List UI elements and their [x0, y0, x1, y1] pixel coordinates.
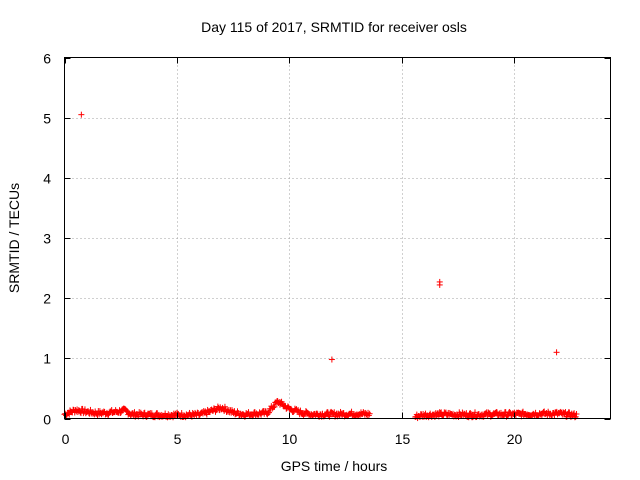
- baseline-point: [472, 409, 479, 416]
- baseline-point: [77, 409, 84, 416]
- baseline-point: [325, 412, 332, 419]
- y-tick-label: 3: [43, 231, 51, 247]
- baseline-point: [117, 410, 124, 417]
- baseline-point: [538, 412, 545, 419]
- y-axis-label: SRMTID / TECUs: [6, 183, 22, 293]
- baseline-point: [506, 408, 513, 415]
- baseline-point: [366, 410, 373, 417]
- outlier-point: [436, 281, 443, 288]
- baseline-point: [141, 409, 148, 416]
- outlier-point: [553, 349, 560, 356]
- baseline-point: [573, 411, 580, 418]
- y-tick-label: 2: [43, 291, 51, 307]
- y-tick-label: 4: [43, 171, 51, 187]
- x-tick-label: 5: [174, 431, 182, 447]
- baseline-point: [561, 410, 568, 417]
- y-tick-label: 5: [43, 111, 51, 127]
- baseline-point: [178, 410, 185, 417]
- chart-title: Day 115 of 2017, SRMTID for receiver osl…: [201, 19, 467, 35]
- y-tick-label: 0: [43, 412, 51, 428]
- baseline-point: [297, 407, 304, 414]
- x-tick-label: 20: [507, 431, 523, 447]
- outlier-point: [78, 111, 85, 118]
- baseline-point: [265, 409, 272, 416]
- x-axis-label: GPS time / hours: [281, 458, 388, 474]
- baseline-point: [271, 403, 278, 410]
- y-tick-label: 6: [43, 51, 51, 67]
- x-tick-label: 10: [282, 431, 298, 447]
- baseline-point: [162, 410, 169, 417]
- grid-lines: [64, 57, 611, 419]
- y-tick-label: 1: [43, 351, 51, 367]
- x-tick-label: 15: [395, 431, 411, 447]
- axes: 0 5 10 15 20 0 1 2 3 4 5 6: [43, 51, 611, 447]
- data-points: [61, 111, 580, 422]
- outlier-point: [328, 356, 335, 363]
- baseline-point: [467, 410, 474, 417]
- x-tick-label: 0: [62, 431, 70, 447]
